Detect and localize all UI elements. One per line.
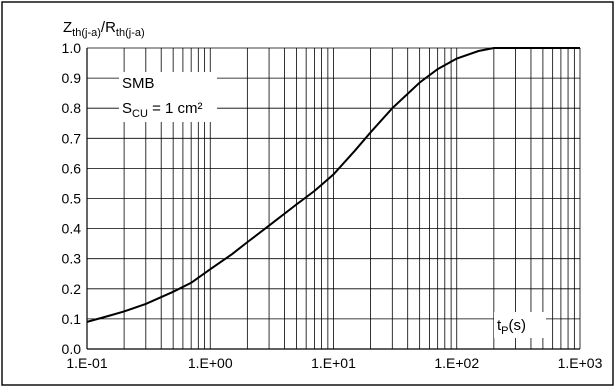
x-label-t: t [497, 317, 502, 334]
x-axis-label: tP(s) [497, 317, 526, 337]
y-tick-label: 0.7 [62, 130, 82, 146]
y-label-z-sub: th(j-a) [72, 27, 101, 39]
y-label-r-sub: th(j-a) [116, 27, 145, 39]
x-tick-label: 1.E+01 [311, 355, 356, 371]
x-label-unit: (s) [509, 317, 527, 334]
x-tick-label: 1.E-01 [66, 355, 107, 371]
y-tick-label: 0.6 [62, 160, 82, 176]
y-tick-label: 0.9 [62, 70, 82, 86]
y-label-r: R [105, 19, 116, 36]
x-label-p: P [501, 325, 508, 337]
y-tick-label: 0.4 [62, 221, 82, 237]
y-tick-label: 0.2 [62, 281, 82, 297]
tick-labels: 1.E-01 1.E+00 1.E+01 1.E+02 1.E+03 0.0 0.1 0.2 0… [62, 40, 603, 371]
y-axis-label: Zth(j-a)/Rth(j-a) [63, 19, 145, 39]
y-label-sep: / [101, 19, 106, 36]
series-line [86, 47, 580, 323]
y-tick-label: 0.1 [62, 311, 82, 327]
x-tick-label: 1.E+02 [434, 355, 479, 371]
x-tick-label: 1.E+00 [188, 355, 233, 371]
y-tick-label: 0.3 [62, 251, 82, 267]
grid [86, 47, 581, 350]
y-tick-label: 0.5 [62, 191, 82, 207]
y-tick-label: 1.0 [62, 40, 82, 56]
x-axis-label-mask [494, 312, 546, 338]
annotation-line2: SCU = 1 cm² [122, 100, 203, 120]
y-label-z: Z [63, 19, 72, 36]
x-tick-label: 1.E+03 [558, 355, 603, 371]
annotation-line1: SMB [122, 75, 155, 92]
y-tick-label: 0.0 [62, 341, 82, 357]
annotation-cu: CU [132, 108, 148, 120]
annotation-rest: = 1 cm² [148, 100, 203, 117]
y-tick-label: 0.8 [62, 100, 82, 116]
annotation-s: S [122, 100, 132, 117]
annotation-mask [119, 72, 217, 122]
series-layer [86, 47, 580, 323]
